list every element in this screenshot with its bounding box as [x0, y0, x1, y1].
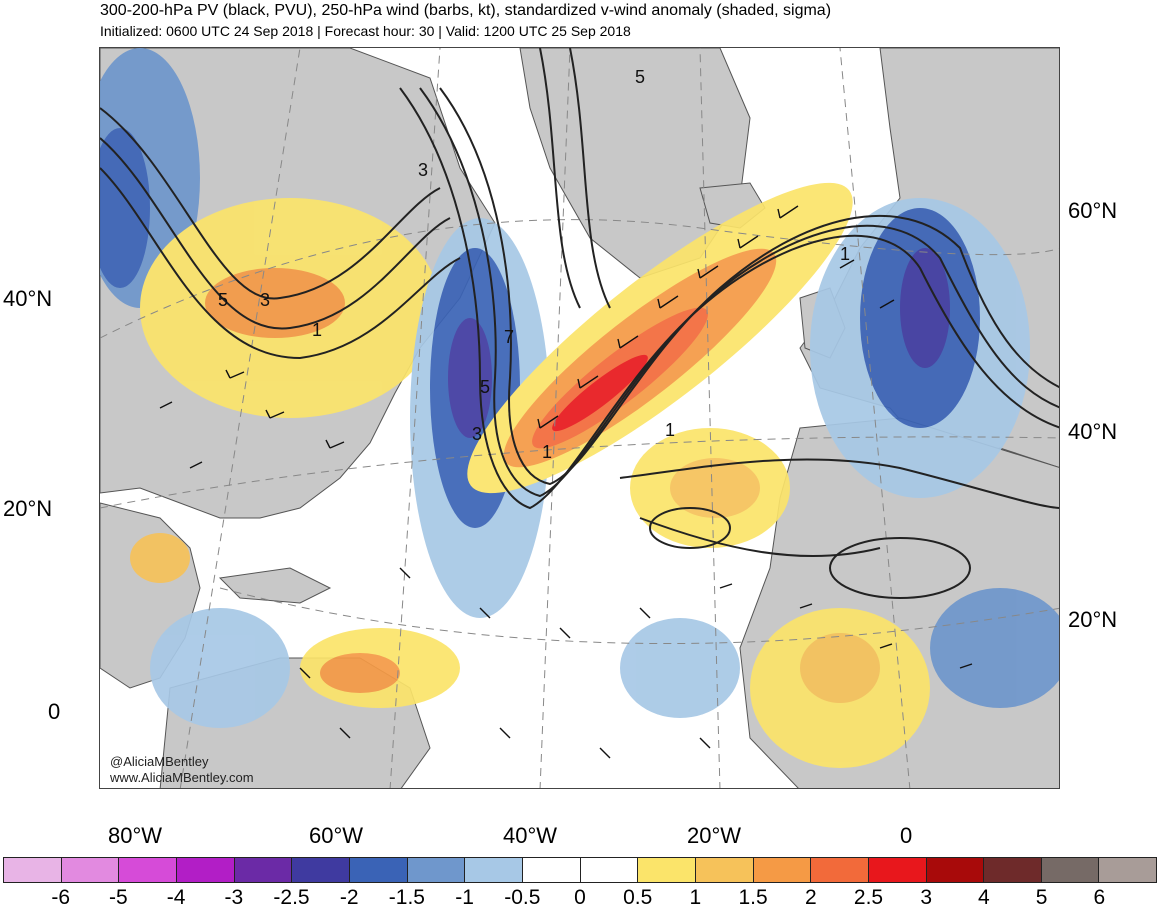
lon-label: 0 [900, 823, 913, 848]
colorbar-tick-label: 1.5 [738, 886, 768, 909]
wind-barbs [159, 205, 973, 759]
colorbar [3, 857, 1157, 883]
anomaly-pos-central-core [670, 458, 760, 518]
map-subtitle: Initialized: 0600 UTC 24 Sep 2018 | Fore… [100, 23, 631, 39]
anomaly-neg-europe-core [900, 248, 950, 368]
colorbar-tick-label: -6 [51, 886, 71, 909]
lon-label: 60°W [309, 823, 364, 848]
lon-label: 40°W [503, 823, 558, 848]
colorbar-swatch [4, 858, 62, 882]
contour-label: 1 [840, 244, 850, 264]
colorbar-swatch [753, 858, 812, 882]
colorbar-swatch [465, 858, 523, 882]
colorbar-tick-label: -5 [109, 886, 128, 909]
lon-label: 80°W [108, 823, 163, 848]
anomaly-neg-caribbean [150, 608, 290, 728]
anomaly-pos-caribbean-core [320, 653, 400, 693]
colorbar-tick-label: 0.5 [623, 886, 653, 909]
anomaly-pos-africa-core [800, 633, 880, 703]
graticule [100, 48, 1059, 788]
colorbar-swatch [349, 858, 408, 882]
colorbar-swatch [984, 858, 1042, 882]
colorbar-tick-label: 4 [978, 886, 990, 909]
colorbar-tick-label: -2 [339, 886, 359, 909]
anomaly-neg-west-core [100, 128, 150, 288]
colorbar-swatch [811, 858, 869, 882]
colorbar-swatch [1099, 858, 1157, 882]
map-canvas: 5 5 3 3 1 7 5 3 1 1 1 [100, 48, 1059, 788]
colorbar-tick-label: -2.5 [273, 886, 310, 909]
contour-label: 1 [312, 320, 322, 340]
colorbar-swatch [695, 858, 754, 882]
colorbar-swatch [234, 858, 293, 882]
colorbar-swatch [119, 858, 177, 882]
colorbar-tick-label: 2.5 [853, 886, 884, 909]
lat-label-left: 0 [48, 699, 61, 724]
contour-label: 5 [480, 377, 490, 397]
credit-website: www.AliciaMBentley.com [110, 770, 254, 785]
contour-label: 3 [472, 424, 482, 444]
contour-label: 1 [665, 420, 675, 440]
colorbar-tick-label: 2 [804, 886, 817, 909]
colorbar-swatch [61, 858, 120, 882]
land-caribbean [218, 567, 332, 604]
colorbar-tick-label: 0 [574, 886, 586, 909]
lon-label: 20°W [687, 823, 742, 848]
anomaly-neg-se [930, 588, 1059, 708]
colorbar-tick-label: -1.5 [388, 886, 425, 909]
colorbar-swatch [1041, 858, 1100, 882]
contour-label: 3 [418, 160, 428, 180]
contour-labels: 5 5 3 3 1 7 5 3 1 1 1 [218, 67, 850, 462]
colorbar-swatch [868, 858, 927, 882]
contour-label: 5 [218, 290, 228, 310]
colorbar-tick-label: 6 [1093, 886, 1106, 909]
colorbar-swatch [638, 858, 696, 882]
colorbar-tick-label: -4 [166, 886, 186, 909]
colorbar-tick-label: 3 [920, 886, 933, 909]
map-title: 300-200-hPa PV (black, PVU), 250-hPa win… [100, 2, 832, 19]
colorbar-swatch [522, 858, 581, 882]
anomaly-pos-us-core [205, 268, 345, 338]
lat-label-right: 40°N [1068, 419, 1118, 444]
anomaly-pos-florida [130, 533, 190, 583]
colorbar-swatch [407, 858, 466, 882]
contour-label: 7 [504, 327, 514, 347]
contour-label: 5 [635, 67, 645, 87]
lat-label-right: 60°N [1068, 198, 1118, 223]
lat-label-right: 20°N [1068, 607, 1118, 632]
colorbar-swatch [580, 858, 639, 882]
colorbar-tick-label: -1 [455, 886, 474, 909]
colorbar-tick-label: 1 [689, 886, 702, 909]
lat-label-left: 20°N [3, 496, 53, 521]
contour-label: 3 [260, 290, 270, 310]
anomaly-neg-south [620, 618, 740, 718]
pv-contours [100, 48, 1059, 599]
credit-handle: @AliciaMBentley [110, 754, 209, 769]
colorbar-swatch [926, 858, 985, 882]
lat-label-left: 40°N [3, 286, 53, 311]
colorbar-tick-label: 5 [1035, 886, 1048, 909]
contour-label: 1 [542, 442, 552, 462]
colorbar-swatch [292, 858, 350, 882]
anomaly-jet-core [552, 354, 648, 432]
colorbar-tick-label: -0.5 [504, 886, 541, 909]
colorbar-tick-label: -3 [224, 886, 244, 909]
map-panel: 5 5 3 3 1 7 5 3 1 1 1 @AliciaMBentley ww… [99, 47, 1060, 789]
colorbar-swatch [176, 858, 235, 882]
